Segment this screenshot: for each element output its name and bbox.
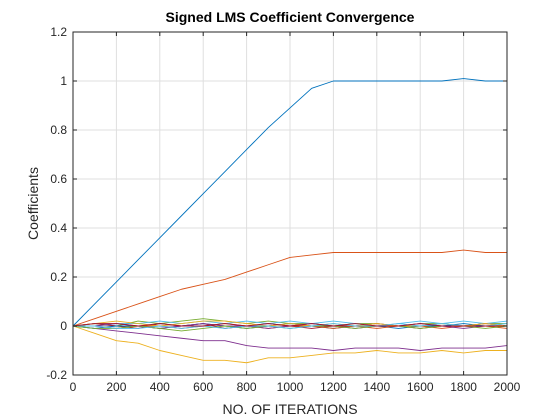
tick-labels: 0 200 400 600 800 1000 1200 1400 1600 1800 2000 -0.…	[46, 25, 520, 394]
x-tick-label: 200	[106, 380, 126, 394]
series-line-2	[72, 249, 507, 327]
x-tick-label: 1400	[363, 380, 390, 394]
y-tick-label: 0.8	[50, 123, 67, 137]
series-layer	[72, 78, 508, 364]
x-tick-label: 0	[70, 380, 77, 394]
x-tick-label: 1000	[277, 380, 304, 394]
axes	[72, 31, 508, 376]
y-tick-label: 0.2	[50, 270, 67, 284]
series-line-14	[72, 323, 507, 327]
y-tick-label: 1	[60, 74, 67, 88]
y-axis-label: Coefficients	[25, 167, 41, 240]
chart-title: Signed LMS Coefficient Convergence	[166, 9, 415, 25]
y-tick-label: 0	[60, 319, 67, 333]
x-tick-label: 1800	[450, 380, 477, 394]
series-line-3	[72, 325, 507, 364]
x-tick-label: 1600	[407, 380, 434, 394]
series-line-6	[73, 320, 508, 327]
x-tick-label: 2000	[494, 380, 521, 394]
x-tick-label: 600	[193, 380, 213, 394]
y-tick-label: 0.4	[50, 221, 67, 235]
y-tick-label: 0.6	[50, 172, 67, 186]
x-axis-label: NO. OF ITERATIONS	[222, 401, 357, 417]
series-line-4	[72, 325, 508, 351]
series-line-1	[72, 78, 507, 327]
y-tick-label: 1.2	[50, 25, 67, 39]
x-tick-label: 800	[237, 380, 257, 394]
y-tick-label: -0.2	[46, 368, 67, 382]
x-tick-label: 1200	[320, 380, 347, 394]
x-tick-label: 400	[150, 380, 170, 394]
series-line-13	[73, 323, 508, 329]
